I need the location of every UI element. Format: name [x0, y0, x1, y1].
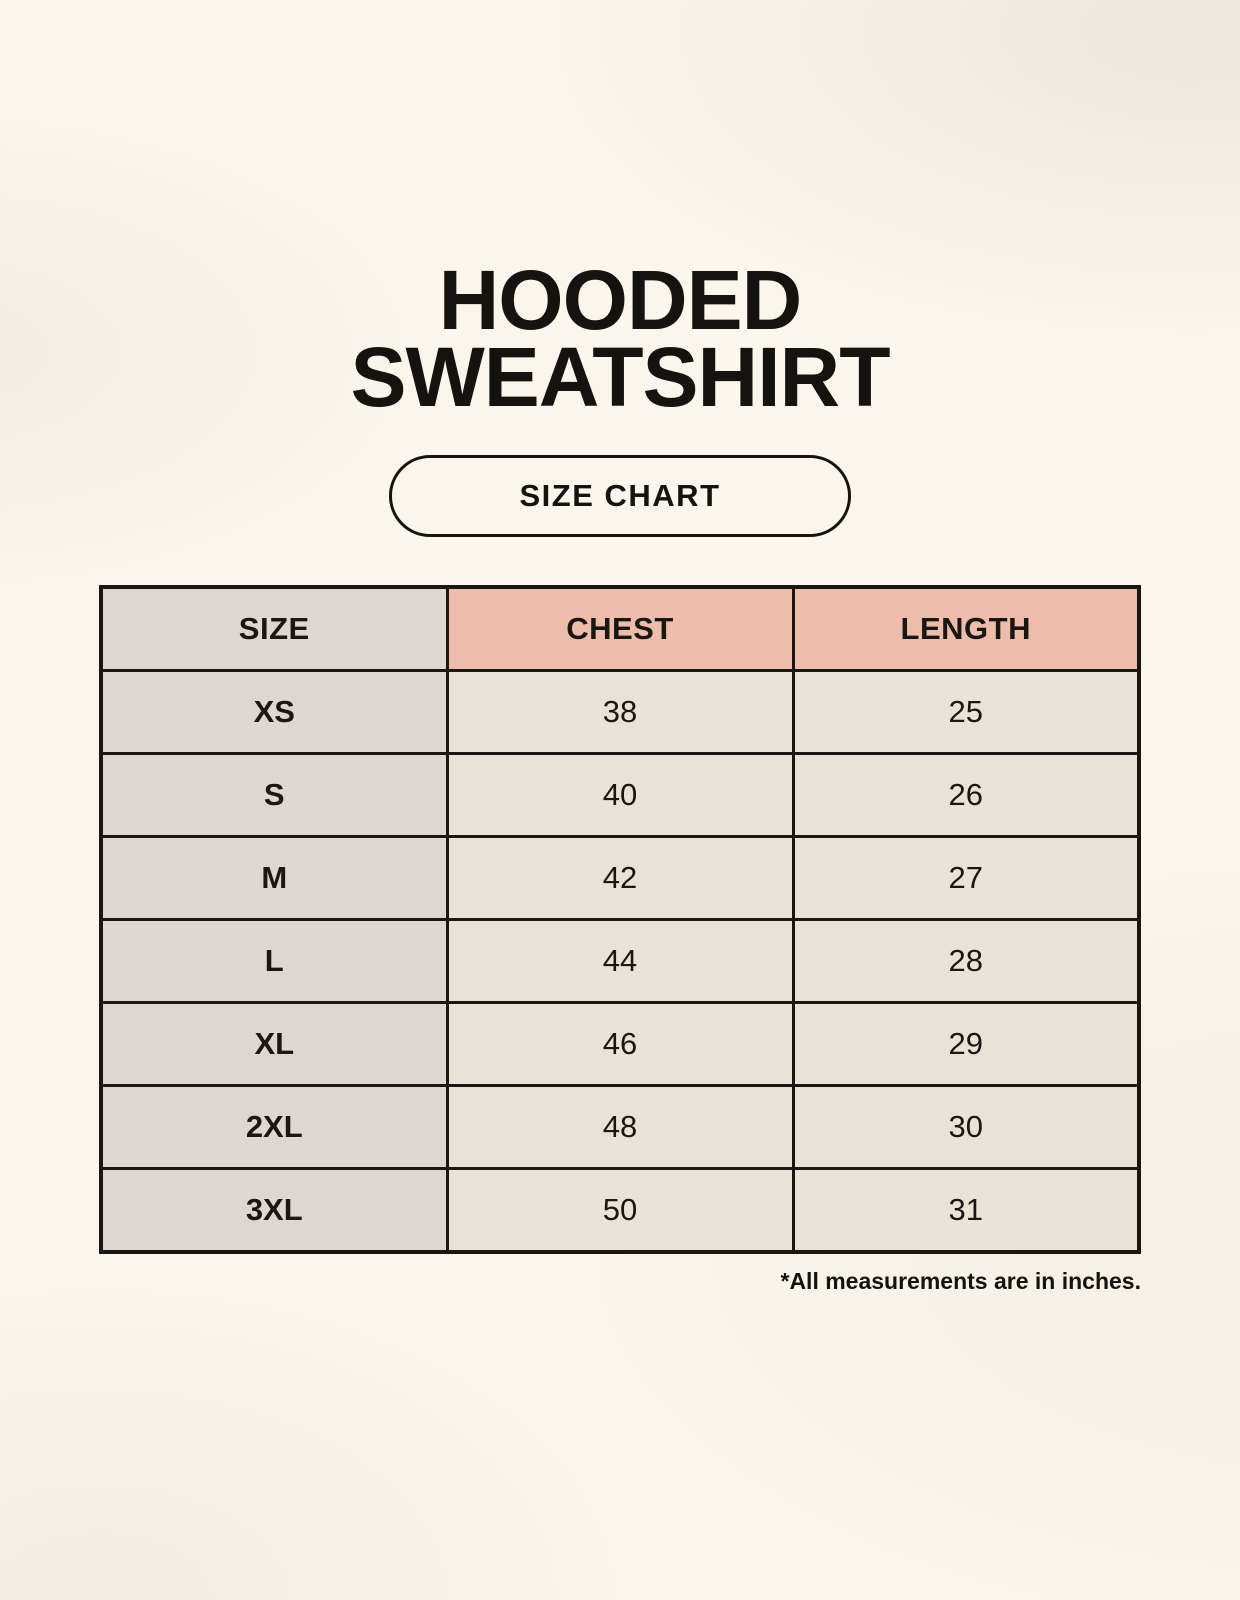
length-value: 30 [791, 1083, 1141, 1170]
size-chart-table-header: SIZE CHEST LENGTH [99, 585, 1141, 672]
size-label: S [99, 751, 449, 838]
table-row: XS 38 25 [99, 668, 1141, 755]
table-row: L 44 28 [99, 917, 1141, 1004]
table-row: S 40 26 [99, 751, 1141, 838]
size-chart-table-body: XS 38 25 S 40 26 M 42 27 L 44 28 [99, 668, 1141, 1254]
size-label: L [99, 917, 449, 1004]
length-value: 28 [791, 917, 1141, 1004]
column-header-length: LENGTH [791, 585, 1141, 672]
length-value: 29 [791, 1000, 1141, 1087]
page-title: HOODED SWEATSHIRT [0, 253, 1240, 425]
table-row: XL 46 29 [99, 1000, 1141, 1087]
length-value: 25 [791, 668, 1141, 755]
chest-value: 40 [445, 751, 795, 838]
length-value: 27 [791, 834, 1141, 921]
chest-value: 42 [445, 834, 795, 921]
chest-value: 48 [445, 1083, 795, 1170]
chest-value: 50 [445, 1166, 795, 1254]
column-header-size: SIZE [99, 585, 449, 672]
size-label: M [99, 834, 449, 921]
chest-value: 46 [445, 1000, 795, 1087]
page-title-line1: HOODED [438, 253, 803, 347]
measurements-footnote: *All measurements are in inches. [780, 1267, 1142, 1294]
size-label: 3XL [99, 1166, 449, 1254]
chest-value: 44 [445, 917, 795, 1004]
size-chart-table: SIZE CHEST LENGTH XS 38 25 S 40 26 M [99, 584, 1141, 1254]
column-header-chest: CHEST [445, 585, 795, 672]
length-value: 31 [791, 1166, 1141, 1254]
size-chart-badge: SIZE CHART [389, 454, 851, 537]
content-area: HOODED SWEATSHIRT SIZE CHART SIZE CHEST … [0, 253, 1240, 1294]
length-value: 26 [791, 751, 1141, 838]
table-row: M 42 27 [99, 834, 1141, 921]
table-row: 2XL 48 30 [99, 1083, 1141, 1170]
size-label: XL [99, 1000, 449, 1087]
page-title-line2: SWEATSHIRT [350, 330, 890, 425]
size-label: XS [99, 668, 449, 755]
header-row: SIZE CHEST LENGTH [99, 585, 1141, 672]
size-label: 2XL [99, 1083, 449, 1170]
size-chart-badge-label: SIZE CHART [519, 477, 721, 513]
table-row: 3XL 50 31 [99, 1166, 1141, 1254]
chest-value: 38 [445, 668, 795, 755]
